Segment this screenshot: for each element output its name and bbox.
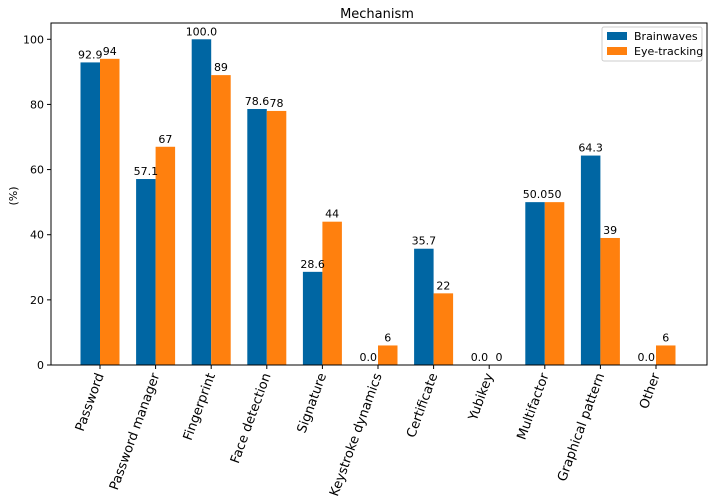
bar-eye-tracking	[378, 345, 398, 365]
data-label: 28.6	[300, 258, 325, 271]
bar-brainwaves	[580, 155, 601, 365]
data-label: 6	[662, 331, 669, 344]
bar-eye-tracking	[600, 237, 620, 365]
data-label: 92.9	[78, 48, 103, 61]
data-label: 94	[103, 45, 117, 58]
y-axis-label: (%)	[7, 186, 20, 205]
data-label: 0	[495, 351, 502, 364]
legend: Brainwaves Eye-tracking	[601, 26, 703, 62]
y-tick-label: 100	[23, 33, 44, 46]
data-label: 100.0	[186, 25, 218, 38]
plot-area-frame	[50, 22, 708, 366]
bar-brainwaves	[191, 39, 212, 366]
data-label: 44	[325, 208, 339, 221]
data-label: 67	[158, 133, 172, 146]
data-label: 22	[436, 279, 450, 292]
bar-brainwaves	[302, 271, 323, 365]
data-label: 50	[548, 188, 562, 201]
bar-eye-tracking	[211, 75, 231, 365]
data-label: 0.0	[638, 351, 656, 364]
data-label: 6	[384, 331, 391, 344]
data-label: 39	[603, 224, 617, 237]
bar-brainwaves	[525, 202, 545, 365]
bar-brainwaves	[136, 179, 156, 365]
bar-eye-tracking	[544, 202, 565, 365]
data-label: 64.3	[578, 142, 603, 155]
y-tick-label: 60	[30, 164, 44, 177]
y-tick-label: 20	[30, 294, 44, 307]
legend-swatch-eye-tracking	[607, 47, 627, 55]
data-label: 35.7	[412, 235, 437, 248]
bar-brainwaves	[414, 248, 434, 365]
bar-eye-tracking	[155, 146, 176, 365]
bar-eye-tracking	[322, 221, 342, 365]
data-label: 78	[270, 97, 284, 110]
bar-eye-tracking	[266, 110, 287, 365]
y-tick-label: 0	[37, 359, 44, 372]
y-tick-label: 80	[30, 98, 44, 111]
bars	[80, 39, 676, 366]
y-axis: 0 20 40 60 80 100	[23, 33, 51, 372]
data-label: 78.6	[245, 95, 270, 108]
y-tick-label: 40	[30, 229, 44, 242]
bar-brainwaves	[247, 108, 267, 365]
data-label: 50.0	[523, 188, 548, 201]
data-label: 0.0	[471, 351, 489, 364]
data-labels: 92.9 57.1 100.0 78.6 28.6 0.0 35.7 0.0 50.0 64.3 0…	[78, 25, 669, 364]
bar-eye-tracking	[656, 345, 676, 365]
legend-label-eye-tracking: Eye-tracking	[634, 45, 703, 58]
chart-title: Mechanism	[340, 7, 414, 22]
legend-label-brainwaves: Brainwaves	[634, 30, 698, 43]
data-label: 0.0	[360, 351, 378, 364]
data-label: 57.1	[134, 165, 159, 178]
bar-eye-tracking	[100, 58, 120, 365]
bar-eye-tracking	[433, 293, 454, 365]
bar-brainwaves	[80, 62, 100, 365]
data-label: 89	[214, 61, 228, 74]
legend-swatch-brainwaves	[607, 32, 627, 40]
